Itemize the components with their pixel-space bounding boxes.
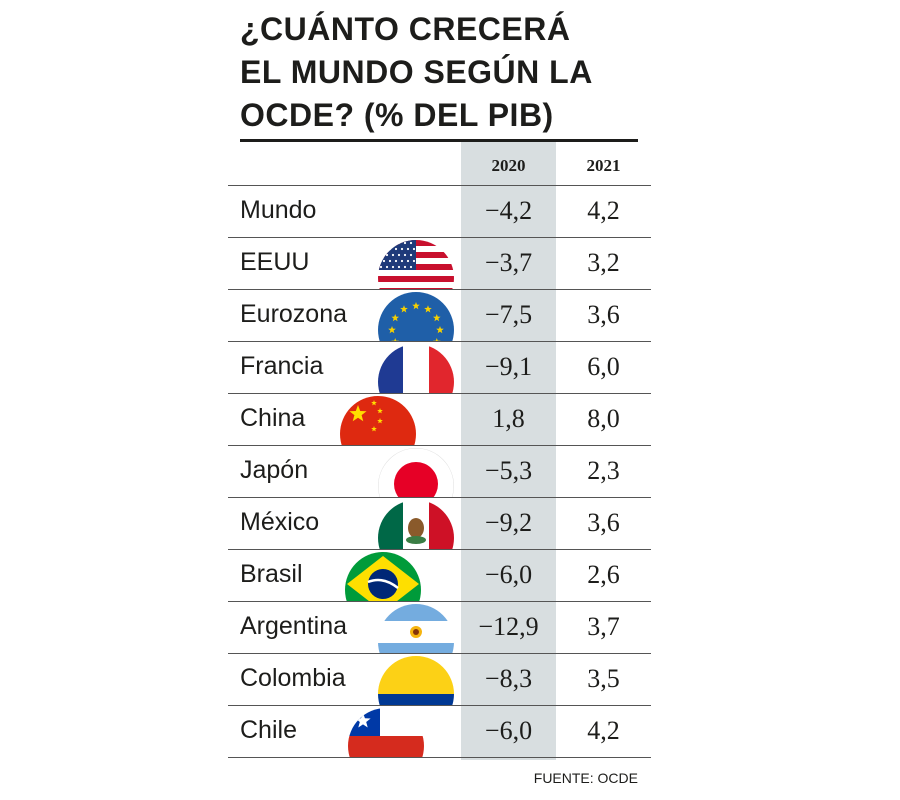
row-rule [228, 549, 651, 550]
row-label: EEUU [240, 248, 310, 276]
row-rule [228, 653, 651, 654]
chile-flag-icon [348, 708, 424, 758]
value-2021: 3,6 [587, 300, 620, 329]
title-line-2: EL MUNDO SEGÚN LA [240, 54, 593, 90]
table-row: China 1,8 8,0 [228, 394, 651, 446]
value-2021: 8,0 [587, 404, 620, 433]
row-rule [228, 601, 651, 602]
row-rule [228, 393, 651, 394]
value-2020: −5,3 [484, 456, 533, 485]
table-row: Brasil −6,0 2,6 [228, 550, 651, 602]
france-flag-icon [378, 344, 454, 394]
row-label: Argentina [240, 612, 348, 640]
value-2021: 3,2 [587, 248, 620, 277]
value-2020: −9,1 [484, 352, 533, 381]
row-label: Japón [240, 456, 309, 484]
value-2021: 3,5 [587, 664, 620, 693]
colombia-flag-icon [378, 656, 454, 706]
header-rule [228, 185, 651, 186]
column-header-2021: 2021 [586, 156, 621, 175]
value-2020: −3,7 [484, 248, 533, 277]
value-2020: −12,9 [478, 612, 539, 641]
row-label: Brasil [240, 560, 303, 588]
value-2020: −6,0 [484, 560, 533, 589]
mexico-flag-icon [378, 500, 454, 550]
row-label: Francia [240, 352, 324, 380]
eu-flag-icon [378, 292, 454, 342]
row-rule [228, 237, 651, 238]
row-label: Colombia [240, 664, 346, 692]
header-row: 2020 2021 [228, 142, 651, 186]
table-row: Colombia −8,3 3,5 [228, 654, 651, 706]
row-label: Eurozona [240, 300, 348, 328]
row-label: Mundo [240, 196, 317, 224]
value-2020: −8,3 [484, 664, 533, 693]
value-2021: 6,0 [587, 352, 620, 381]
chart-title: ¿CUÁNTO CRECERÁ EL MUNDO SEGÚN LA OCDE? … [240, 8, 660, 137]
title-line-3: OCDE? (% DEL PIB) [240, 97, 554, 133]
japan-flag-icon [378, 448, 454, 498]
value-2020: −4,2 [484, 196, 533, 225]
value-2021: 4,2 [587, 716, 620, 745]
value-2020: 1,8 [492, 404, 525, 433]
row-label: China [240, 404, 306, 432]
table-row: Chile −6,0 4,2 [228, 706, 651, 758]
brazil-flag-icon [345, 552, 421, 602]
row-rule [228, 341, 651, 342]
row-label: Chile [240, 716, 297, 744]
value-2021: 4,2 [587, 196, 620, 225]
value-2020: −9,2 [484, 508, 533, 537]
table-row: Japón −5,3 2,3 [228, 446, 651, 498]
row-rule [228, 289, 651, 290]
usa-flag-icon [378, 240, 454, 290]
row-rule [228, 757, 651, 758]
row-rule [228, 445, 651, 446]
row-rule [228, 497, 651, 498]
table-row: Eurozona −7,5 3,6 [228, 290, 651, 342]
row-rule [228, 705, 651, 706]
value-2021: 3,6 [587, 508, 620, 537]
china-flag-icon [340, 396, 416, 446]
value-2020: −7,5 [484, 300, 533, 329]
table-row: EEUU −3,7 3,2 [228, 238, 651, 290]
title-rule [240, 139, 638, 142]
title-line-1: ¿CUÁNTO CRECERÁ [240, 11, 571, 47]
row-label: México [240, 508, 320, 536]
value-2021: 3,7 [587, 612, 620, 641]
table-row: México −9,2 3,6 [228, 498, 651, 550]
table-row: Mundo −4,2 4,2 [228, 186, 651, 238]
column-header-2020: 2020 [491, 156, 526, 175]
highlight-column-2020 [461, 142, 556, 760]
table-row: Francia −9,1 6,0 [228, 342, 651, 394]
value-2021: 2,3 [587, 456, 620, 485]
value-2021: 2,6 [587, 560, 620, 589]
value-2020: −6,0 [484, 716, 533, 745]
source-note: FUENTE: OCDE [533, 770, 638, 786]
argentina-flag-icon [378, 604, 454, 654]
table-row: Argentina −12,9 3,7 [228, 602, 651, 654]
